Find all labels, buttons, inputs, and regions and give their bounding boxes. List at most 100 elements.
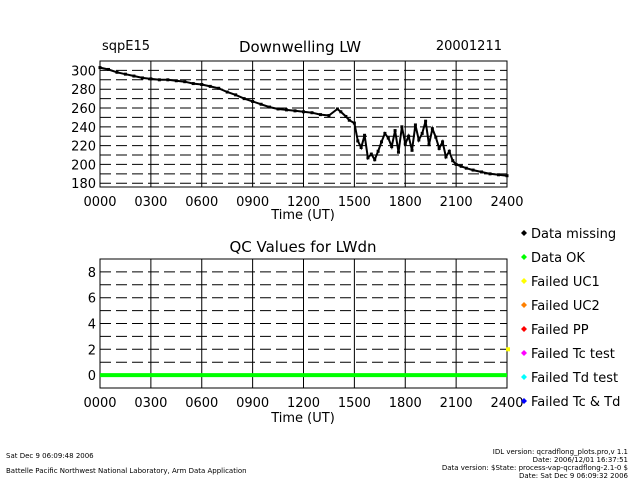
plot-frame [99,60,508,188]
x-axis: 0000 0300 0600 0900 1200 1500 1800 2100 2400 [83,195,523,210]
data-point [200,83,204,87]
data-point [225,90,229,94]
data-point [140,76,144,80]
x-tick-label: 0000 [83,396,116,411]
data-point [396,150,400,154]
y-axis: 0 2 4 6 8 [88,266,96,384]
x-tick-label: 2100 [440,195,473,210]
legend-label: Failed UC2 [531,299,600,314]
data-point [106,67,110,71]
x-tick-label: 0600 [185,396,218,411]
data-point [424,119,428,123]
data-point [347,118,351,122]
y-tick-label: 6 [88,292,96,307]
lwdn-trace [99,66,508,177]
data-point [369,152,373,156]
data-point [430,127,434,131]
data-point [380,140,384,144]
data-point [505,174,509,178]
lwdn-series [98,66,509,178]
data-point [441,140,445,144]
x-axis-label: Time (UT) [270,208,335,223]
data-point [366,156,370,160]
x-tick-label: 0300 [134,195,167,210]
data-point [451,159,455,163]
data-point [497,173,501,177]
y-tick-label: 8 [88,266,96,281]
y-tick-label: 200 [71,158,96,173]
data-point [251,99,255,103]
y-tick-label: 300 [71,64,96,79]
y-tick-label: 0 [88,369,96,384]
data-point [427,143,431,147]
footer-data-version: Data version: $State: process-vap-qcradf… [441,464,628,472]
data-point [444,155,448,159]
x-tick-label: 2400 [490,396,523,411]
data-point [174,79,178,83]
data-point [327,114,331,118]
data-point [454,162,458,166]
y-tick-label: 2 [88,343,96,358]
y-tick-label: 4 [88,318,96,333]
data-point [123,72,127,76]
data-point [166,78,170,82]
data-point [471,168,475,172]
x-tick-label: 2100 [440,396,473,411]
chart-title: QC Values for LWdn [229,238,376,256]
y-axis: 180 200 220 240 260 280 300 [71,64,96,192]
data-point [217,86,221,90]
legend-label: Data missing [531,227,616,242]
x-tick-label: 1200 [287,396,320,411]
data-point [373,158,377,162]
legend-swatch [521,398,527,404]
qc-end-marker [506,347,510,352]
data-point [434,135,438,139]
footer-run-date: Sat Dec 9 06:09:48 2006 [6,452,94,460]
data-point [183,80,187,84]
grid-lines [100,61,507,187]
data-point [285,108,289,112]
x-tick-label: 1200 [287,195,320,210]
x-tick-label: 2400 [490,195,523,210]
y-tick-label: 260 [71,102,96,117]
qc-values-chart: QC Values for LWdn 0 2 4 6 8 0000 0300 0600 090… [83,238,523,426]
legend-swatch [521,254,527,260]
footer-organization: Battelle Pacific Northwest National Labo… [6,467,247,475]
x-tick-label: 1800 [389,396,422,411]
data-point [383,131,387,135]
data-point [310,111,314,115]
legend-swatch [521,230,527,236]
data-point [339,110,343,114]
data-point [268,105,272,109]
chart-title: Downwelling LW [239,38,361,56]
data-point [488,172,492,176]
data-point [407,134,411,138]
data-point [376,149,380,153]
data-point [242,97,246,101]
data-point [352,121,356,125]
data-point [132,74,136,78]
data-point [410,148,414,152]
data-point [276,107,280,111]
data-point [149,77,153,81]
downwelling-lw-chart: sqpE15 Downwelling LW 20001211 180 200 220… [71,38,523,223]
data-point [335,107,339,111]
site-label: sqpE15 [102,39,150,54]
x-tick-label: 1500 [338,195,371,210]
data-point [318,113,322,117]
data-point [403,142,407,146]
x-tick-label: 1800 [389,195,422,210]
data-point [386,136,390,140]
y-tick-label: 280 [71,83,96,98]
qc-legend: Data missing Data OK Failed UC1 Failed UC2 F… [521,227,620,410]
data-point [400,125,404,129]
data-point [259,102,263,106]
data-point [208,84,212,88]
qc-series [100,347,510,378]
data-point [480,170,484,174]
footer-idl-date: Date: 2006/12/01 16:37:51 [532,456,628,464]
data-point [234,93,238,97]
legend-label: Failed Tc & Td [531,395,620,410]
data-point [437,146,441,150]
footer-data-date: Date: Sat Dec 9 06:09:32 2006 [519,472,628,480]
